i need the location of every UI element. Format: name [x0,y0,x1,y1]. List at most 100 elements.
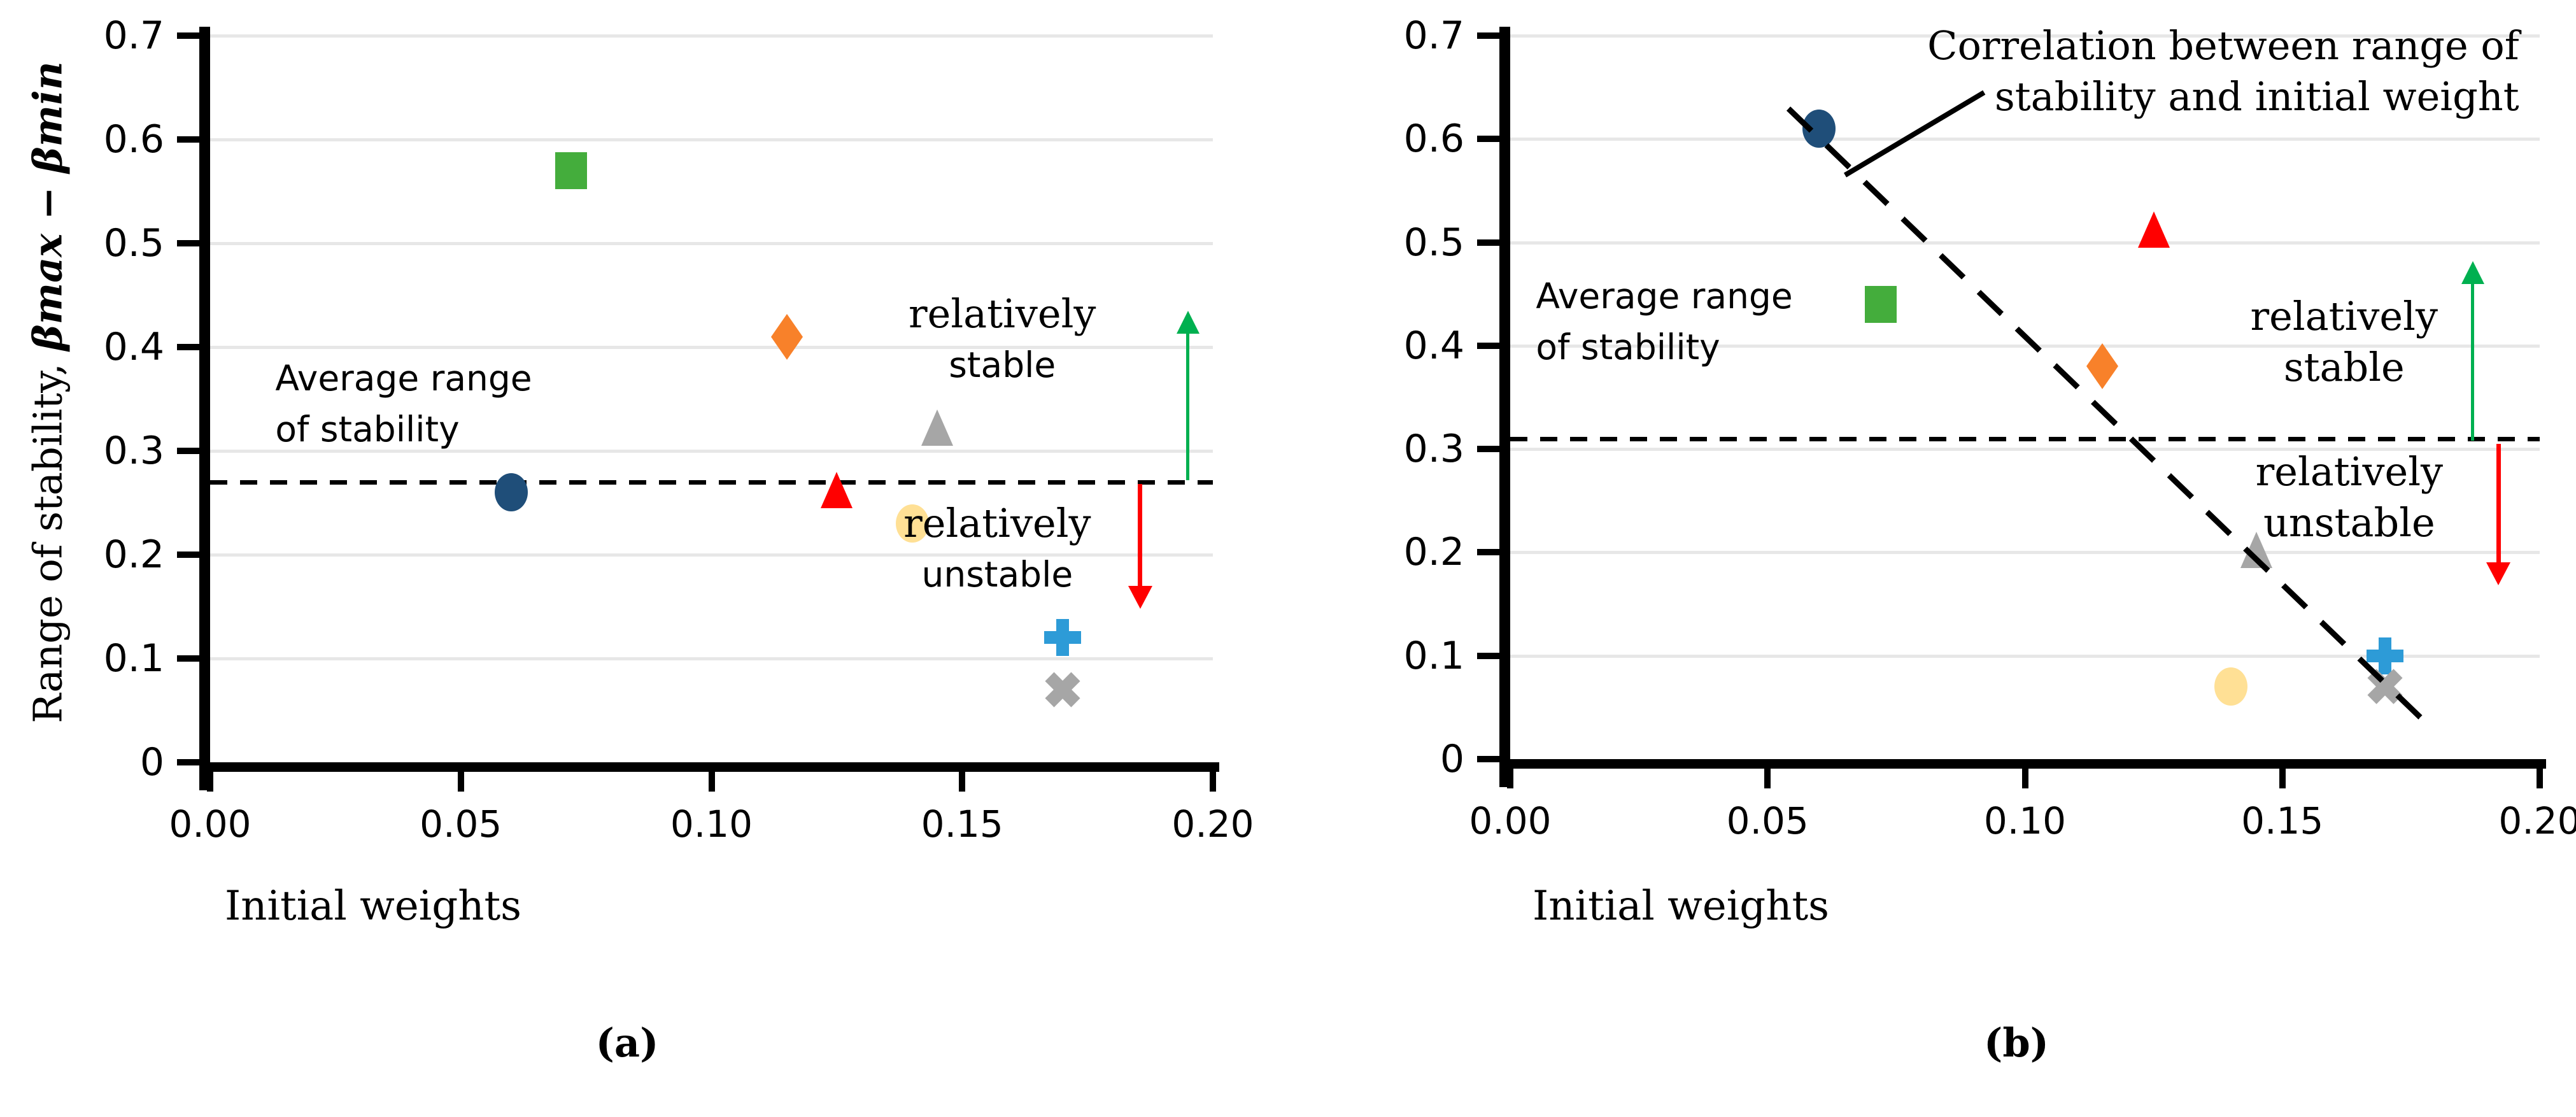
y-tick-0.1 [1477,652,1500,659]
data-point-navy-circle [494,473,528,512]
stable-direction-arrow-head [2461,260,2484,284]
average-range-label-line-1: Average range [275,357,532,399]
relatively-unstable-label-line-2: unstable [2263,499,2435,546]
data-point-orange-diamond [770,313,803,360]
gridline-y-0.4 [210,346,1213,349]
gridline-y-0.4 [1510,344,2540,348]
x-tick-label-0.20: 0.20 [2498,799,2576,843]
relatively-unstable-label-line-2: unstable [921,554,1073,595]
x-tick-label-0.15: 0.15 [2241,799,2324,843]
y-tick-label-0.1: 0.1 [103,636,164,681]
y-tick-label-0.3: 0.3 [103,429,164,473]
data-point-gray-x [1045,672,1080,708]
unstable-direction-arrow-head [2486,562,2511,586]
x-tick-0.05 [457,762,464,792]
gridline-y-0.6 [1510,138,2540,141]
x-tick-label-0.10: 0.10 [670,802,753,846]
correlation-label-line-2: stability and initial weight [1994,73,2519,120]
gridline-y-0.5 [210,242,1213,245]
unstable-direction-arrow-head [1128,585,1152,609]
gridline-y-0.1 [1510,654,2540,658]
y-tick-0.6 [177,136,200,143]
y-tick-0.5 [177,240,200,246]
plot-area-a: 0.7 0.6 0.5 0.4 0.3 0.2 0.1 0 0.00 0.05 0.10 0.15 0.… [104,13,1254,846]
data-point-yellow-circle [895,504,929,543]
y-tick-0.7 [177,32,200,39]
data-point-blue-plus [1044,619,1081,657]
gridline-y-0.2 [210,553,1213,557]
data-point-green-square [1865,285,1897,323]
x-tick-0.20 [2537,759,2543,788]
y-tick-0.2 [1477,549,1500,556]
stable-direction-arrow-shaft [2471,281,2475,441]
data-point-navy-circle [1802,110,1836,148]
y-tick-label-0: 0 [139,740,164,785]
data-point-green-square [555,152,587,189]
average-range-dashed-line [1510,436,2540,441]
average-range-label-line-2: of stability [275,408,460,450]
relatively-stable-label-line-1: relatively [2250,293,2438,340]
relatively-unstable-label-line-1: relatively [903,500,1091,547]
y-tick-0.1 [177,655,200,662]
x-tick-label-0.05: 0.05 [420,802,502,846]
y-tick-0 [1477,756,1500,762]
y-tick-label-0: 0 [1440,737,1464,781]
y-tick-0.3 [1477,446,1500,453]
chart-b: 0.7 0.6 0.5 0.4 0.3 0.2 0.1 0 0.00 0.05 0.10 0.15 0.… [1404,13,2576,1066]
y-tick-label-0.7: 0.7 [103,13,164,58]
unstable-direction-arrow-shaft [1138,484,1143,588]
x-tick-label-0.00: 0.00 [169,802,251,846]
gridline-y-0.2 [1510,551,2540,555]
plot-area-b: 0.7 0.6 0.5 0.4 0.3 0.2 0.1 0 0.00 0.05 0.10 0.15 0.… [1404,13,2576,843]
unstable-direction-arrow-shaft [2496,444,2501,566]
data-point-orange-diamond [2086,343,2118,390]
chart-a: 0.7 0.6 0.5 0.4 0.3 0.2 0.1 0 0.00 0.05 0.10 0.15 0.… [25,13,1254,1066]
x-tick-0.20 [1210,762,1216,792]
relatively-stable-label-line-2: stable [2283,344,2405,391]
y-tick-label-0.6: 0.6 [103,117,164,162]
x-tick-label-0.00: 0.00 [1469,799,1552,843]
data-point-blue-plus [2367,637,2404,674]
average-range-label-line-2: of stability [1536,326,1720,367]
x-tick-label-0.15: 0.15 [921,802,1003,846]
data-point-yellow-circle [2214,667,2247,706]
y-axis-line [199,27,210,790]
gridline-y-0.6 [210,138,1213,141]
y-tick-label-0.5: 0.5 [103,221,164,266]
relatively-stable-label-line-2: stable [949,344,1056,385]
x-tick-0.05 [1764,759,1771,788]
y-tick-label-0.2: 0.2 [103,532,164,577]
y-tick-0.2 [177,551,200,558]
x-tick-0.15 [959,762,966,792]
caption-b: (b) [1983,1020,2049,1066]
y-tick-label-0.5: 0.5 [1403,220,1464,265]
relatively-stable-label-line-1: relatively [909,290,1096,337]
average-range-dashed-line [210,480,1213,485]
y-tick-label-0.3: 0.3 [1403,427,1464,472]
x-tick-label-0.05: 0.05 [1726,799,1809,843]
y-tick-0.6 [1477,136,1500,143]
y-tick-label-0.1: 0.1 [1403,633,1464,678]
x-axis-label-b: Initial weights [1532,883,1829,930]
y-tick-0.4 [1477,342,1500,349]
y-tick-0.3 [177,448,200,454]
y-tick-label-0.4: 0.4 [1403,323,1464,368]
y-tick-label-0.6: 0.6 [1403,117,1464,162]
relatively-unstable-label-line-1: relatively [2255,448,2444,495]
y-tick-label-0.7: 0.7 [1403,13,1464,58]
correlation-trend-line [1786,106,2429,725]
x-tick-0.00 [207,762,213,792]
average-range-label-line-1: Average range [1536,275,1793,317]
x-tick-0.15 [2279,759,2286,788]
x-tick-0.00 [1507,759,1513,788]
caption-a: (a) [595,1020,659,1066]
y-tick-label-0.2: 0.2 [1403,530,1464,575]
x-tick-label-0.20: 0.20 [1171,802,1254,846]
y-tick-0 [177,759,200,765]
y-tick-0.4 [177,344,200,350]
x-axis-label-a: Initial weights [225,883,521,930]
data-point-red-triangle [821,472,853,509]
y-axis-line [1499,27,1510,787]
x-tick-0.10 [2021,759,2028,788]
